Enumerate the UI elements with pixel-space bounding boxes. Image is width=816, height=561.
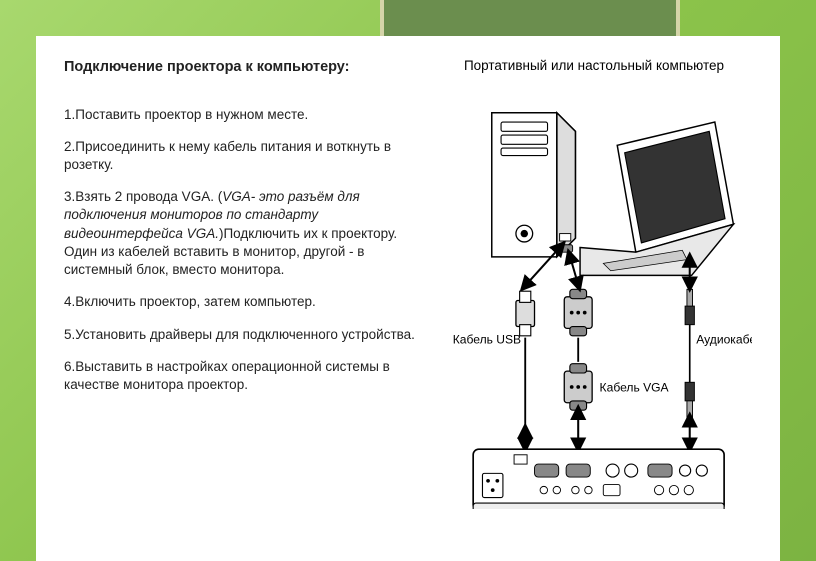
vga-connector-top-icon: [564, 289, 592, 335]
slide-content: Подключение проектора к компьютеру: 1.По…: [36, 36, 780, 561]
diagram-title: Портативный или настольный компьютер: [436, 58, 752, 73]
step-6: 6.Выставить в настройках операционной си…: [64, 358, 424, 394]
label-vga: Кабель VGA: [600, 381, 670, 395]
step-5: 5.Установить драйверы для подключенного …: [64, 326, 424, 344]
step-3: 3.Взять 2 провода VGA. (VGA- это разъём …: [64, 188, 424, 279]
diagram-column: Портативный или настольный компьютер: [436, 58, 752, 561]
projector-back-icon: [473, 449, 724, 509]
step-2: 2.Присоединить к нему кабель питания и в…: [64, 138, 424, 174]
text-column: Подключение проектора к компьютеру: 1.По…: [64, 58, 424, 561]
vga-connector-mid-icon: [564, 364, 592, 410]
arrow-vga-to-pc: [570, 256, 578, 285]
connection-diagram: Кабель USB Кабель VGA Аудиокабель: [436, 79, 752, 509]
step-4: 4.Включить проектор, затем компьютер.: [64, 293, 424, 311]
slide-heading: Подключение проектора к компьютеру:: [64, 58, 424, 78]
desktop-tower-icon: [492, 113, 576, 257]
step-1: 1.Поставить проектор в нужном месте.: [64, 106, 424, 124]
usb-connector-icon: [516, 291, 535, 336]
laptop-icon: [580, 122, 733, 275]
label-usb: Кабель USB: [453, 332, 521, 346]
step-3a: 3.Взять 2 провода VGA. (: [64, 189, 222, 204]
label-audio: Аудиокабель: [696, 332, 752, 346]
audio-plug-icon: [685, 289, 694, 417]
